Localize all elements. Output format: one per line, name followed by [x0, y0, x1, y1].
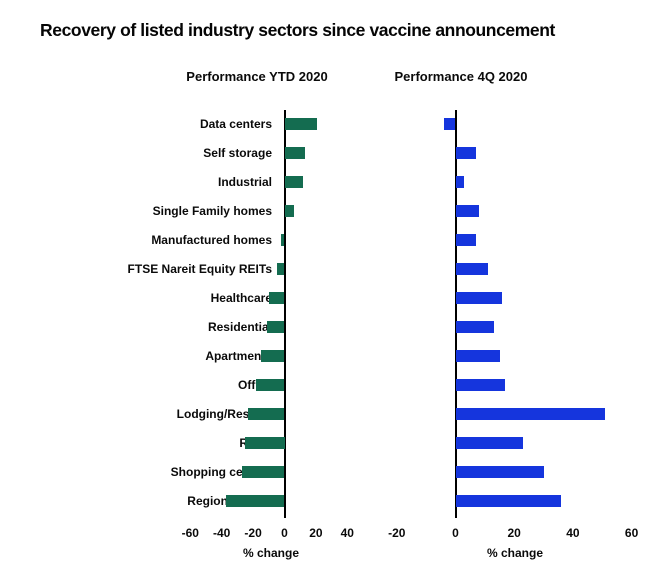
x-axis-title-ytd: % change — [242, 546, 300, 560]
bar-ytd — [268, 292, 285, 304]
bar-4q — [455, 147, 477, 159]
category-label: Healthcare — [210, 291, 272, 305]
x-tick-label-4q: 20 — [507, 526, 521, 540]
category-label: FTSE Nareit Equity REITs — [127, 262, 272, 276]
bar-4q — [455, 176, 465, 188]
x-tick-label-ytd: -20 — [244, 526, 262, 540]
bar-ytd — [284, 118, 318, 130]
bar-ytd — [281, 234, 285, 246]
bar-4q — [455, 263, 488, 275]
bar-ytd — [260, 350, 285, 362]
x-tick-label-ytd: 40 — [340, 526, 354, 540]
category-label: Shopping centers — [170, 465, 272, 479]
chart-title: Recovery of listed industry sectors sinc… — [40, 20, 555, 40]
category-label: Single Family homes — [152, 204, 272, 218]
panel-header-4q: Performance 4Q 2020 — [394, 69, 528, 84]
bar-ytd — [245, 437, 285, 449]
category-label: Apartments — [205, 349, 272, 363]
bar-4q — [455, 292, 503, 304]
x-tick-label-ytd: 20 — [309, 526, 323, 540]
bar-ytd — [248, 408, 285, 420]
bar-ytd — [284, 176, 304, 188]
bar-ytd — [267, 321, 285, 333]
bar-4q — [443, 118, 456, 130]
x-tick-label-ytd: -40 — [213, 526, 231, 540]
bar-4q — [455, 437, 523, 449]
category-label: Lodging/Resorts — [176, 407, 272, 421]
category-label: Office — [237, 378, 272, 392]
category-label: Residential — [207, 320, 272, 334]
bar-4q — [455, 350, 500, 362]
x-tick-label-4q: 60 — [624, 526, 639, 540]
x-tick-label-4q: -20 — [388, 526, 406, 540]
bar-4q — [455, 234, 477, 246]
x-tick-label-ytd: -60 — [181, 526, 199, 540]
bar-4q — [455, 408, 606, 420]
bar-ytd — [284, 147, 305, 159]
x-tick-label-ytd: 0 — [281, 526, 288, 540]
category-label: Manufactured homes — [151, 233, 272, 247]
bar-4q — [455, 466, 544, 478]
zero-axis-line-ytd — [283, 110, 286, 518]
x-tick-label-4q: 0 — [452, 526, 459, 540]
x-axis-title-4q: % change — [486, 546, 544, 560]
category-label: Industrial — [217, 175, 272, 189]
category-label: Self storage — [203, 146, 272, 160]
panel-header-ytd: Performance YTD 2020 — [186, 69, 328, 84]
category-label: Data centers — [199, 117, 272, 131]
bar-4q — [455, 495, 562, 507]
bar-4q — [455, 321, 494, 333]
bar-ytd — [242, 466, 285, 478]
category-label: Retail — [0, 436, 272, 450]
bar-ytd — [276, 263, 285, 275]
x-tick-label-4q: 40 — [566, 526, 580, 540]
bar-ytd — [226, 495, 285, 507]
bar-ytd — [256, 379, 285, 391]
bar-4q — [455, 379, 506, 391]
zero-axis-line-4q — [454, 110, 457, 518]
bar-4q — [455, 205, 479, 217]
bar-ytd — [284, 205, 294, 217]
